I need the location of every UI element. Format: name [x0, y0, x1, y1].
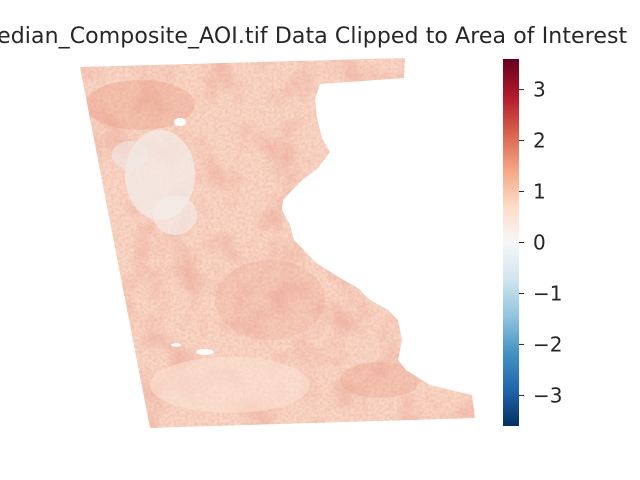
colorbar-tick-label: 1 — [533, 180, 546, 204]
colorbar-tick-label: 3 — [533, 78, 546, 102]
high-value-region — [85, 80, 195, 130]
low-value-region — [150, 357, 310, 413]
low-value-region — [112, 141, 148, 169]
colorbar-tick-label: −1 — [533, 281, 562, 305]
colorbar-tick-label: 0 — [533, 231, 546, 255]
nodata-gap — [174, 118, 186, 126]
high-value-region — [215, 260, 325, 340]
nodata-gap — [196, 349, 214, 355]
chart-title: Median_Composite_AOI.tif Data Clipped to… — [0, 24, 628, 49]
colorbar — [503, 59, 519, 426]
colorbar-tick-label: −2 — [533, 332, 562, 356]
heatmap-map — [80, 58, 475, 428]
colorbar-ticks: 3 2 1 0 −1 −2 −3 — [519, 78, 562, 407]
colorbar-tick-label: −3 — [533, 383, 562, 407]
nodata-gap — [171, 343, 181, 347]
low-value-region — [153, 195, 197, 235]
high-value-region — [340, 362, 420, 398]
colorbar-tick-label: 2 — [533, 129, 546, 153]
